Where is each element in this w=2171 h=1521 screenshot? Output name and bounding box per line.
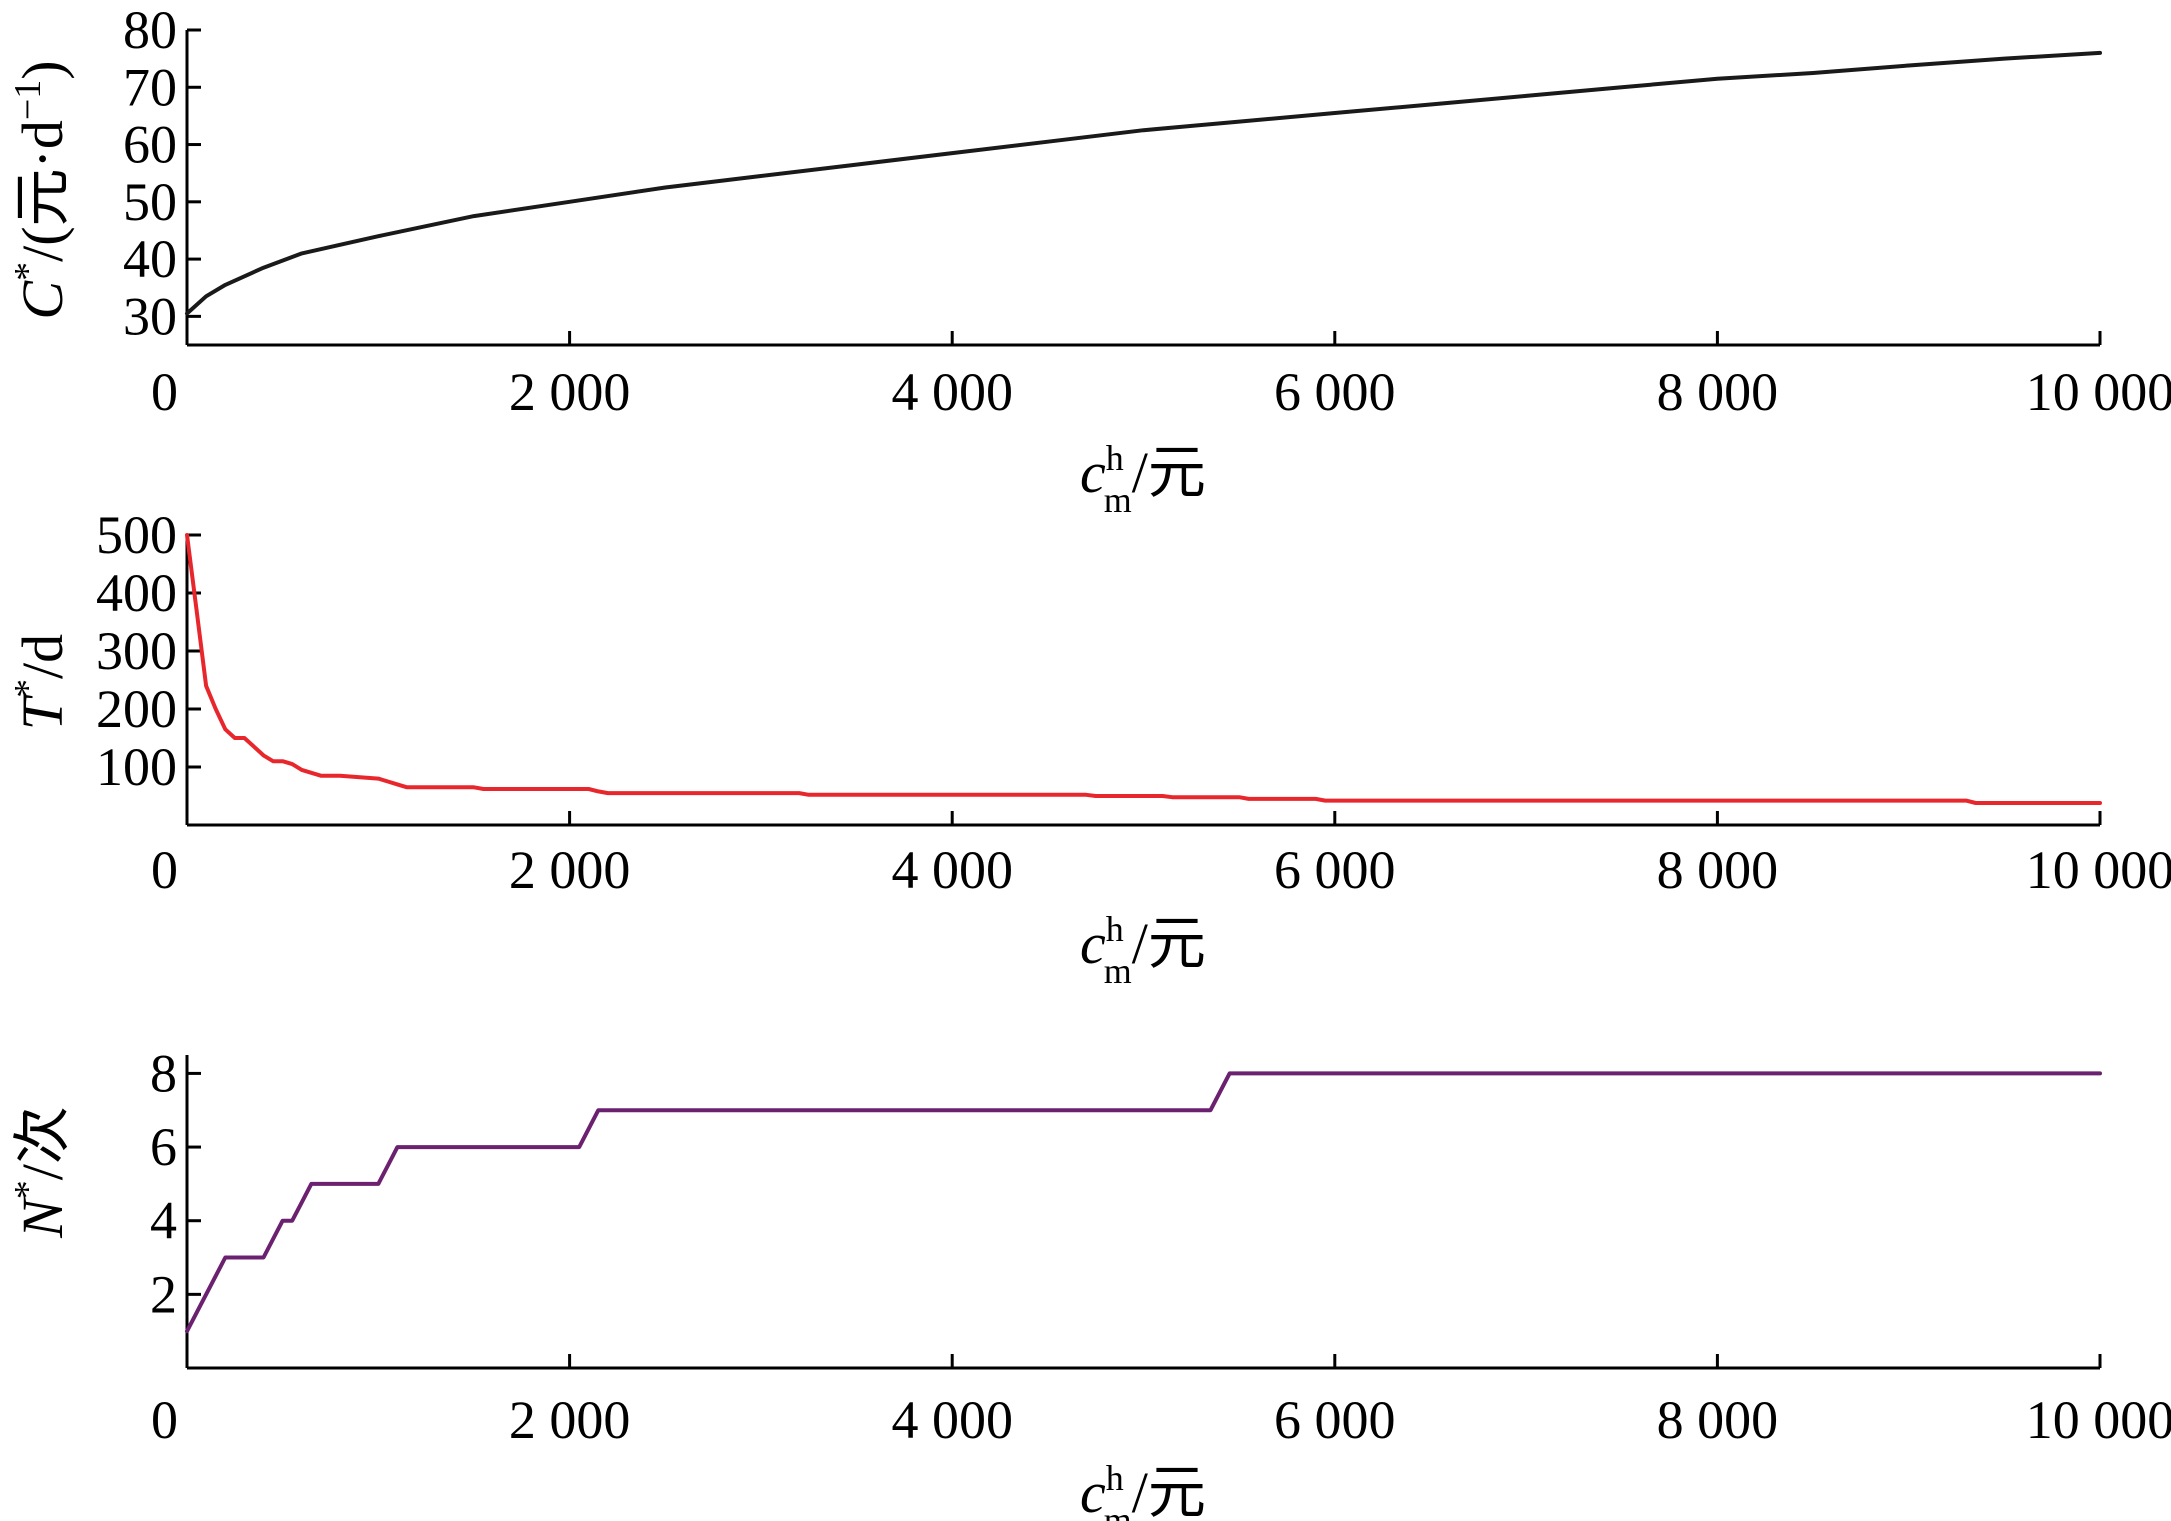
x-tick-label: 0 xyxy=(151,1390,178,1450)
y-axis-label: C*/(元·d−1) xyxy=(7,60,75,319)
y-axis-label-sup: * xyxy=(7,1180,49,1199)
chart-n-star: N*/次 ch m/元 0 2 000 4 000 6 000 8 000 10 000 2 4… xyxy=(7,1043,2171,1521)
y-tick-label: 50 xyxy=(123,172,177,232)
x-axis-label-sub: m xyxy=(1104,951,1132,991)
x-tick-label: 10 000 xyxy=(2026,840,2171,900)
y-tick-label: 70 xyxy=(123,57,177,117)
x-tick-label: 6 000 xyxy=(1274,362,1396,422)
x-tick-label: 8 000 xyxy=(1657,840,1779,900)
y-tick-label: 200 xyxy=(96,679,177,739)
x-axis-label-sup: h xyxy=(1106,909,1124,949)
y-tick-label: 4 xyxy=(150,1191,177,1251)
x-axis-label-main: c xyxy=(1080,440,1106,505)
y-tick-label: 60 xyxy=(123,115,177,175)
series-line xyxy=(185,533,2102,805)
y-axis-label-rest: /(元·d xyxy=(10,120,75,262)
y-tick-label: 300 xyxy=(96,621,177,681)
x-tick-label: 2 000 xyxy=(509,362,631,422)
chart-t-star: T*/d ch m/元 0 2 000 4 000 6 000 8 000 10 000 10… xyxy=(7,505,2171,991)
y-axis-label-main: T xyxy=(10,694,75,730)
x-tick-label: 6 000 xyxy=(1274,1390,1396,1450)
y-axis-label-sup: * xyxy=(7,679,49,698)
y-tick-label: 30 xyxy=(123,286,177,346)
x-tick-label: 0 xyxy=(151,362,178,422)
y-axis-label: N*/次 xyxy=(7,1106,75,1239)
x-tick-label: 10 000 xyxy=(2026,1390,2171,1450)
series-line xyxy=(185,50,2102,316)
y-tick-label: 8 xyxy=(150,1043,177,1103)
y-axis-label-rest: /次 xyxy=(10,1106,75,1180)
x-axis-label-main: c xyxy=(1080,911,1106,976)
y-tick-label: 500 xyxy=(96,505,177,565)
x-tick-label: 4 000 xyxy=(891,840,1013,900)
y-axis-label-sup: * xyxy=(7,262,49,281)
y-tick-label: 80 xyxy=(123,0,177,60)
x-tick-label: 10 000 xyxy=(2026,362,2171,422)
x-tick-label: 2 000 xyxy=(509,840,631,900)
series-line xyxy=(185,1071,2102,1334)
chart-c-star: C*/(元·d−1) ch m/元 0 2 000 4 000 6 000 8 000 10… xyxy=(7,0,2171,520)
x-tick-label: 8 000 xyxy=(1657,1390,1779,1450)
x-axis-label-rest: /元 xyxy=(1132,911,1206,976)
y-tick-label: 400 xyxy=(96,563,177,623)
y-tick-label: 2 xyxy=(150,1264,177,1324)
x-axis-label-sub: m xyxy=(1104,1500,1132,1521)
x-axis-label-sub: m xyxy=(1104,480,1132,520)
x-axis-label-sup: h xyxy=(1106,1458,1124,1498)
x-axis-label: ch m/元 xyxy=(1080,909,1206,991)
y-tick-label: 40 xyxy=(123,229,177,289)
x-tick-label: 4 000 xyxy=(891,362,1013,422)
x-tick-label: 6 000 xyxy=(1274,840,1396,900)
y-tick-label: 100 xyxy=(96,737,177,797)
y-axis-label-main: C xyxy=(10,280,75,320)
y-axis-label-exp: −1 xyxy=(7,80,49,120)
x-axis-label-rest: /元 xyxy=(1132,440,1206,505)
x-axis-label: ch m/元 xyxy=(1080,438,1206,520)
y-tick-label: 6 xyxy=(150,1117,177,1177)
x-axis-label-sup: h xyxy=(1106,438,1124,478)
x-axis-label-main: c xyxy=(1080,1460,1106,1521)
x-axis-label-rest: /元 xyxy=(1132,1460,1206,1521)
x-axis-label: ch m/元 xyxy=(1080,1458,1206,1521)
x-tick-label: 4 000 xyxy=(891,1390,1013,1450)
y-axis-label-main: N xyxy=(10,1196,75,1239)
x-tick-label: 2 000 xyxy=(509,1390,631,1450)
y-axis-label-close: ) xyxy=(10,60,75,79)
y-axis-label-rest: /d xyxy=(10,634,75,679)
x-tick-label: 0 xyxy=(151,840,178,900)
y-axis-label: T*/d xyxy=(7,634,75,730)
x-tick-label: 8 000 xyxy=(1657,362,1779,422)
